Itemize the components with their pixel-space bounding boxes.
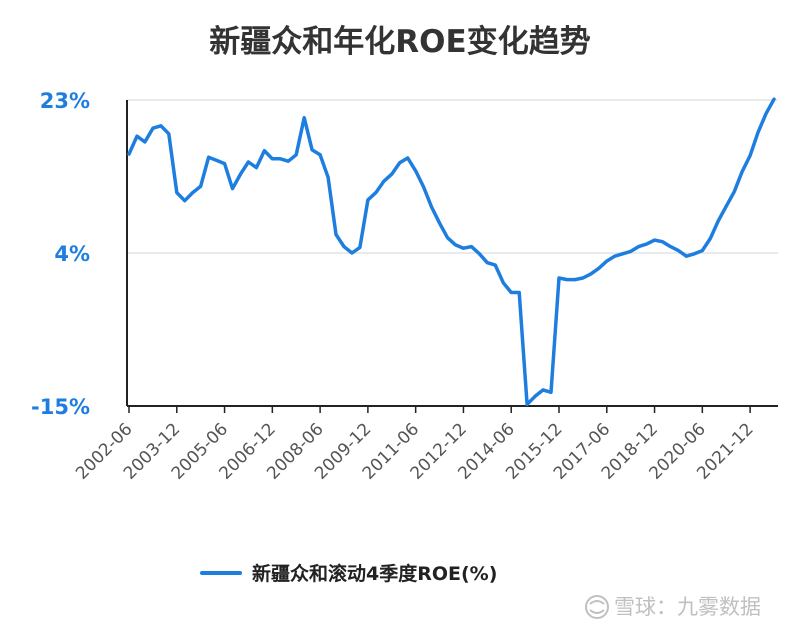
series-layer (127, 97, 776, 407)
watermark-text: 雪球：九雾数据 (614, 595, 761, 619)
watermark-author: 九雾数据 (677, 595, 761, 619)
snowball-logo-icon (585, 595, 609, 619)
watermark: 雪球：九雾数据 (585, 595, 761, 619)
series-line-roe (127, 97, 776, 407)
chart-title: 新疆众和年化ROE变化趋势 (209, 24, 590, 60)
legend: 新疆众和滚动4季度ROE(%) (200, 562, 497, 585)
legend-label: 新疆众和滚动4季度ROE(%) (252, 562, 497, 585)
y-tick-label-1: 4% (54, 242, 90, 266)
x-axis-ticks: 2002-062003-122005-062006-122008-062009-… (72, 406, 758, 484)
y-axis-ticks: 23% 4% -15% (31, 89, 90, 419)
watermark-brand: 雪球 (614, 595, 656, 619)
gridlines (127, 99, 778, 254)
y-tick-label-0: 23% (40, 89, 90, 113)
axes (126, 100, 778, 407)
y-tick-label-2: -15% (31, 395, 90, 419)
watermark-separator: ： (656, 595, 677, 619)
